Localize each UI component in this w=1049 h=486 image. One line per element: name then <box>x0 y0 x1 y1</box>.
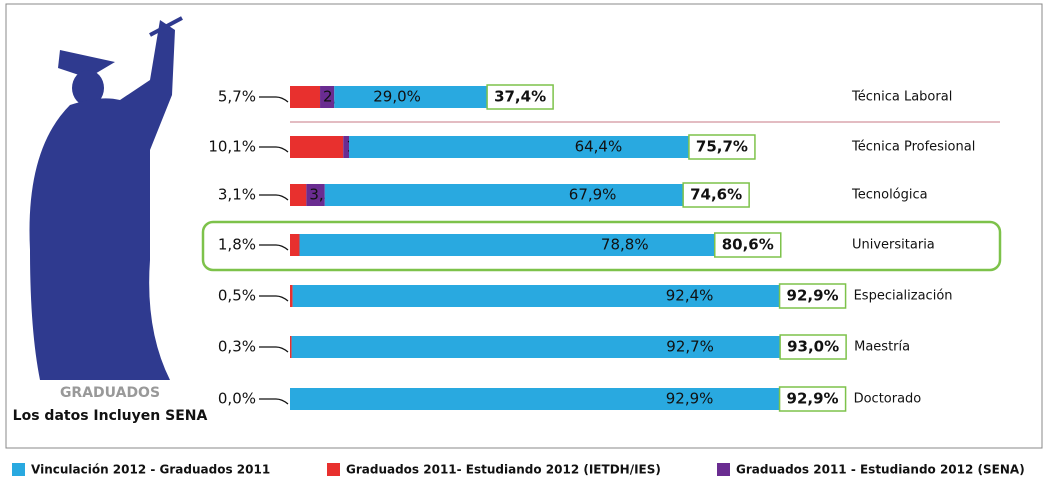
value-label: 0,0% <box>218 390 256 408</box>
bar-segment <box>324 184 683 206</box>
bar-segment <box>291 336 781 358</box>
legend-swatch <box>327 463 340 476</box>
connector <box>259 398 289 405</box>
figure-title: GRADUADOS <box>60 385 160 401</box>
bar-segment <box>299 234 715 256</box>
connector <box>259 346 289 353</box>
value-label: 5,7% <box>218 88 256 106</box>
value-label: 92,9% <box>666 390 714 408</box>
bar-segment <box>349 136 689 158</box>
total-box <box>486 84 554 110</box>
legend-label: Graduados 2011- Estudiando 2012 (IETDH/I… <box>346 463 661 477</box>
category-label: Especialización <box>854 289 953 304</box>
value-label: 1,8% <box>218 236 256 254</box>
connector <box>259 146 289 153</box>
legend-label: Vinculación 2012 - Graduados 2011 <box>31 463 270 477</box>
value-label: 10,1% <box>208 138 256 156</box>
category-label: Técnica Profesional <box>851 140 975 155</box>
total-box <box>688 134 756 160</box>
total-label: 92,9% <box>787 390 839 408</box>
legend-swatch <box>12 463 25 476</box>
category-label: Maestría <box>854 340 910 355</box>
graduate-silhouette <box>29 16 183 380</box>
total-label: 92,9% <box>787 287 839 305</box>
connector <box>259 194 289 201</box>
legend-swatch <box>717 463 730 476</box>
frame <box>5 3 1043 449</box>
bar-segment <box>306 184 325 206</box>
total-box <box>682 182 750 208</box>
value-label: 67,9% <box>569 186 617 204</box>
value-label: 0,3% <box>218 338 256 356</box>
value-label: 92,7% <box>666 338 714 356</box>
bar-segment <box>320 86 335 108</box>
total-label: 75,7% <box>696 138 748 156</box>
bar-segment <box>290 285 293 307</box>
value-label: 29,0% <box>373 88 421 106</box>
bar-segment <box>290 136 344 158</box>
bar-segment <box>290 388 780 410</box>
total-box <box>778 386 847 412</box>
total-box <box>779 334 847 360</box>
bar-segment <box>290 234 300 256</box>
total-box <box>714 232 782 258</box>
bar-segment <box>290 184 307 206</box>
total-label: 37,4% <box>494 88 546 106</box>
bar-segment <box>290 336 292 358</box>
bar-segment <box>292 285 780 307</box>
value-label: 64,4% <box>575 138 623 156</box>
highlight-box <box>201 220 1002 272</box>
value-label: 78,8% <box>601 236 649 254</box>
category-label: Técnica Laboral <box>851 90 952 105</box>
total-label: 93,0% <box>787 338 839 356</box>
value-label: 0,5% <box>218 287 256 305</box>
total-label: 74,6% <box>690 186 742 204</box>
total-label: 80,6% <box>722 236 774 254</box>
connector <box>259 244 289 251</box>
category-label: Doctorado <box>854 392 922 407</box>
legend-label: Graduados 2011 - Estudiando 2012 (SENA) <box>736 463 1025 477</box>
bar-segment <box>290 86 321 108</box>
bar-segment <box>334 86 488 108</box>
bar-segment <box>343 136 350 158</box>
connector <box>259 295 289 302</box>
value-label: 3,1% <box>218 186 256 204</box>
category-label: Tecnológica <box>851 188 928 203</box>
total-box <box>778 283 847 309</box>
value-label: 92,4% <box>666 287 714 305</box>
connector <box>259 96 289 103</box>
category-label: Universitaria <box>852 238 935 253</box>
figure-subtitle: Los datos Incluyen SENA <box>13 408 208 424</box>
